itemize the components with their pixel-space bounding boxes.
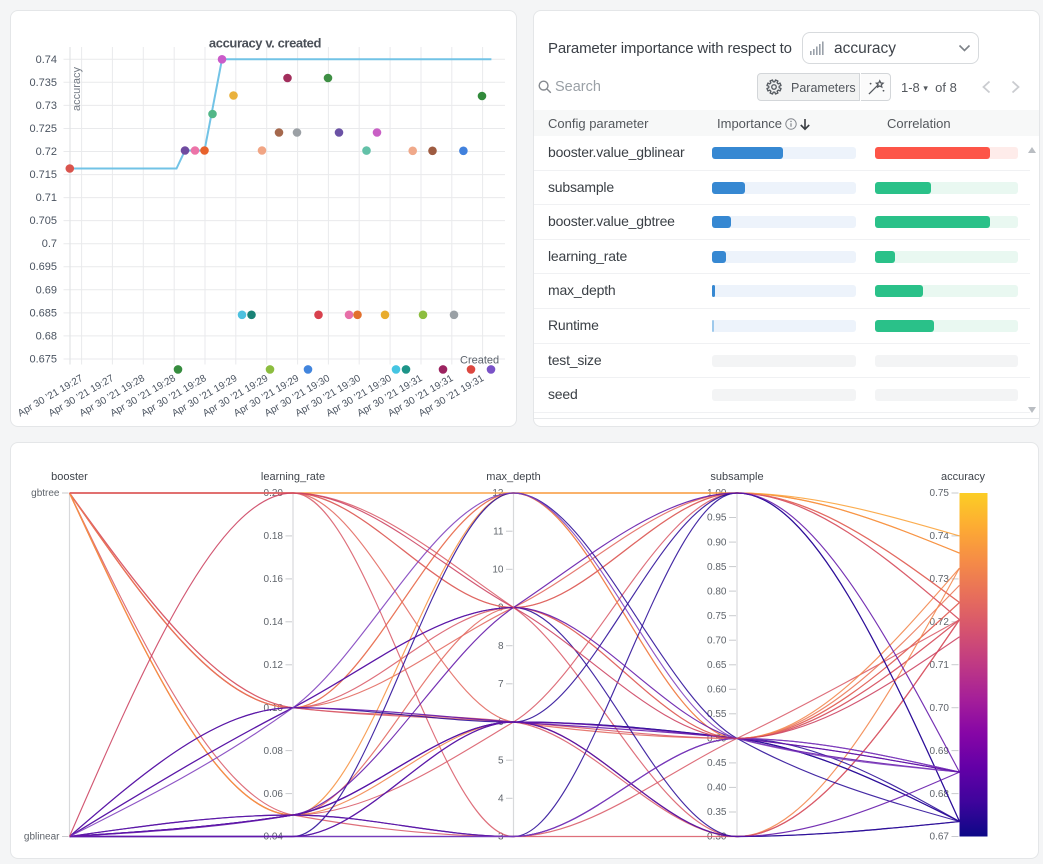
svg-text:0.67: 0.67 xyxy=(930,832,950,843)
svg-text:0.40: 0.40 xyxy=(707,783,727,794)
svg-text:accuracy: accuracy xyxy=(71,66,83,111)
svg-text:0.68: 0.68 xyxy=(36,330,57,342)
svg-text:0.04: 0.04 xyxy=(264,832,284,843)
svg-text:0.72: 0.72 xyxy=(36,146,57,158)
svg-text:0.71: 0.71 xyxy=(36,192,57,204)
svg-text:0.68: 0.68 xyxy=(930,789,950,800)
svg-text:0.06: 0.06 xyxy=(264,789,284,800)
svg-text:0.715: 0.715 xyxy=(29,169,57,181)
svg-text:0.695: 0.695 xyxy=(29,261,57,273)
svg-text:11: 11 xyxy=(493,526,504,537)
svg-text:subsample: subsample xyxy=(710,471,763,483)
svg-text:12: 12 xyxy=(492,488,504,499)
svg-text:0.08: 0.08 xyxy=(264,746,284,757)
svg-text:0.45: 0.45 xyxy=(707,758,727,769)
svg-text:0.70: 0.70 xyxy=(930,703,950,714)
svg-text:Created: Created xyxy=(460,355,499,367)
svg-text:0.55: 0.55 xyxy=(707,709,727,720)
svg-text:0.725: 0.725 xyxy=(29,123,57,135)
svg-text:0.69: 0.69 xyxy=(36,284,57,296)
svg-text:0.7: 0.7 xyxy=(42,238,57,250)
svg-text:0.675: 0.675 xyxy=(29,354,57,366)
svg-text:0.72: 0.72 xyxy=(930,617,950,628)
svg-text:max_depth: max_depth xyxy=(486,471,540,483)
svg-text:3: 3 xyxy=(498,832,504,843)
svg-text:0.90: 0.90 xyxy=(707,537,727,548)
svg-text:0.10: 0.10 xyxy=(264,703,284,714)
svg-text:0.70: 0.70 xyxy=(707,635,727,646)
svg-text:0.74: 0.74 xyxy=(36,54,57,66)
svg-text:gblinear: gblinear xyxy=(24,832,60,843)
svg-text:0.73: 0.73 xyxy=(36,100,57,112)
svg-text:0.75: 0.75 xyxy=(707,611,727,622)
svg-text:0.80: 0.80 xyxy=(707,586,727,597)
svg-text:0.685: 0.685 xyxy=(29,307,57,319)
svg-text:0.65: 0.65 xyxy=(707,660,727,671)
svg-text:0.73: 0.73 xyxy=(930,574,950,585)
svg-text:gbtree: gbtree xyxy=(31,488,60,499)
svg-text:0.35: 0.35 xyxy=(707,807,727,818)
svg-text:0.85: 0.85 xyxy=(707,562,727,573)
svg-text:accuracy: accuracy xyxy=(941,471,986,483)
svg-text:0.735: 0.735 xyxy=(29,77,57,89)
svg-text:0.60: 0.60 xyxy=(707,685,727,696)
svg-text:0.71: 0.71 xyxy=(930,660,950,671)
svg-text:0.74: 0.74 xyxy=(930,531,950,542)
svg-text:learning_rate: learning_rate xyxy=(261,471,325,483)
svg-text:7: 7 xyxy=(498,679,504,690)
svg-text:8: 8 xyxy=(498,641,504,652)
svg-text:0.95: 0.95 xyxy=(707,513,727,524)
svg-text:0.12: 0.12 xyxy=(264,660,284,671)
svg-text:0.69: 0.69 xyxy=(930,746,950,757)
svg-text:5: 5 xyxy=(498,755,504,766)
svg-text:1.00: 1.00 xyxy=(707,488,727,499)
svg-text:0.30: 0.30 xyxy=(707,832,727,843)
svg-text:0.16: 0.16 xyxy=(264,574,284,585)
svg-text:10: 10 xyxy=(492,565,504,576)
svg-text:0.18: 0.18 xyxy=(264,531,284,542)
svg-text:4: 4 xyxy=(498,794,504,805)
svg-text:0.75: 0.75 xyxy=(930,488,950,499)
svg-text:0.20: 0.20 xyxy=(264,488,284,499)
svg-text:0.705: 0.705 xyxy=(29,215,57,227)
svg-text:accuracy v. created: accuracy v. created xyxy=(209,36,322,51)
svg-text:0.14: 0.14 xyxy=(264,617,284,628)
svg-text:booster: booster xyxy=(51,471,88,483)
svg-text:0.50: 0.50 xyxy=(707,734,727,745)
